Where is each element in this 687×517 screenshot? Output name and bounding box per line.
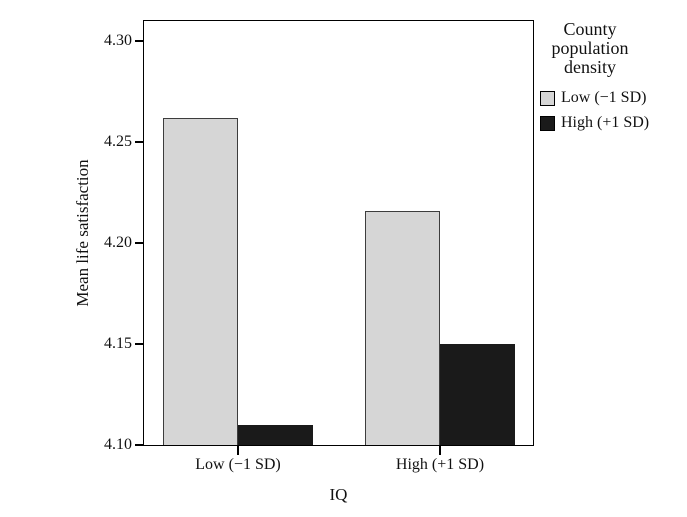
bar-series2-group1 [238, 424, 313, 445]
legend-swatch-icon [540, 115, 555, 131]
legend-swatch-icon [540, 90, 555, 106]
x-tick-mark [237, 446, 239, 455]
legend-entry: Low (−1 SD) [540, 90, 686, 106]
legend-title: County population density [551, 19, 629, 77]
legend-entry-label: Low (−1 SD) [561, 89, 647, 106]
bar-series1-group2 [365, 210, 440, 445]
y-tick-mark [135, 141, 144, 143]
y-tick-label: 4.15 [104, 335, 132, 353]
y-tick-label: 4.20 [104, 234, 132, 252]
bar-series2-group2 [440, 344, 515, 445]
x-tick-label: High (+1 SD) [395, 456, 485, 473]
bar-series1-group1 [163, 117, 238, 445]
plot-area [143, 20, 534, 446]
x-tick-label: Low (−1 SD) [195, 456, 281, 473]
x-tick-mark [439, 446, 441, 455]
legend-entries: Low (−1 SD) High (+1 SD) [540, 90, 686, 131]
y-tick-label: 4.30 [104, 32, 132, 50]
y-axis-title: Mean life satisfaction [73, 159, 92, 307]
x-axis-title: IQ [329, 485, 348, 504]
y-tick-mark [135, 343, 144, 345]
y-tick-mark [135, 444, 144, 446]
legend-entry: High (+1 SD) [540, 115, 686, 131]
y-tick-mark [135, 242, 144, 244]
legend-entry-label: High (+1 SD) [561, 114, 650, 131]
y-tick-label: 4.25 [104, 133, 132, 151]
y-tick-mark [135, 40, 144, 42]
y-tick-label: 4.10 [104, 436, 132, 453]
legend: County population density Low (−1 SD) Hig… [540, 20, 686, 140]
